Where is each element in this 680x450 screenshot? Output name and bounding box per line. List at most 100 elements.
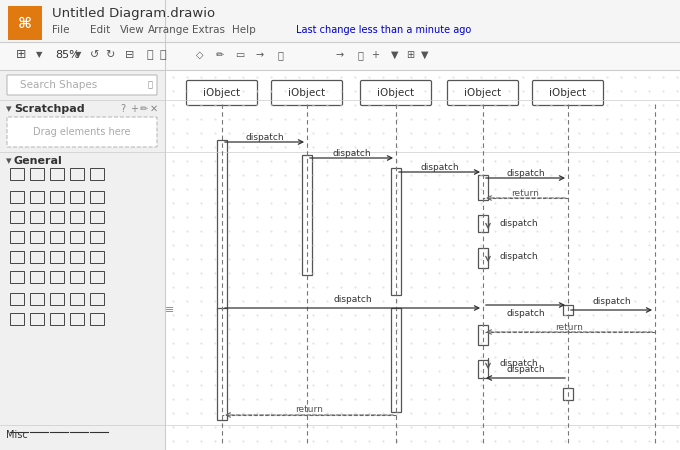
FancyBboxPatch shape xyxy=(7,75,157,95)
Bar xyxy=(50,313,64,325)
Bar xyxy=(10,251,24,263)
Text: dispatch: dispatch xyxy=(245,132,284,141)
Text: +: + xyxy=(130,104,138,114)
Bar xyxy=(10,271,24,283)
FancyArrowPatch shape xyxy=(486,218,490,228)
Text: ⤷: ⤷ xyxy=(357,50,363,60)
Bar xyxy=(30,191,44,203)
Text: ⊞: ⊞ xyxy=(406,50,414,60)
Text: ▼: ▼ xyxy=(36,50,42,59)
Bar xyxy=(10,168,24,180)
Bar xyxy=(217,140,227,310)
FancyBboxPatch shape xyxy=(532,81,604,105)
Bar xyxy=(90,251,104,263)
Bar xyxy=(0,70,165,450)
Bar xyxy=(166,70,680,450)
Text: Drag elements here: Drag elements here xyxy=(33,127,131,137)
Text: return: return xyxy=(295,405,323,414)
Text: Arrange: Arrange xyxy=(148,25,190,35)
Text: ▾: ▾ xyxy=(6,104,12,114)
Bar xyxy=(30,293,44,305)
Text: iObject: iObject xyxy=(464,88,502,98)
FancyBboxPatch shape xyxy=(7,117,157,147)
Bar xyxy=(478,215,488,232)
Bar xyxy=(90,211,104,223)
Text: ▼: ▼ xyxy=(75,50,82,59)
Bar xyxy=(70,231,84,243)
Text: →: → xyxy=(256,50,264,60)
Text: Scratchpad: Scratchpad xyxy=(14,104,84,114)
Text: dispatch: dispatch xyxy=(500,359,539,368)
Bar xyxy=(50,168,64,180)
Text: General: General xyxy=(14,156,63,166)
Text: ↻: ↻ xyxy=(105,50,115,60)
FancyBboxPatch shape xyxy=(447,81,518,105)
Bar xyxy=(302,155,312,275)
Text: ≡: ≡ xyxy=(165,305,175,315)
Bar xyxy=(50,211,64,223)
Bar xyxy=(50,293,64,305)
Bar xyxy=(10,231,24,243)
Text: ▭: ▭ xyxy=(235,50,245,60)
Bar xyxy=(10,293,24,305)
Text: ✏: ✏ xyxy=(140,104,148,114)
Text: Extras: Extras xyxy=(192,25,225,35)
FancyBboxPatch shape xyxy=(271,81,343,105)
Bar xyxy=(90,231,104,243)
Bar xyxy=(0,42,680,70)
Text: dispatch: dispatch xyxy=(333,148,371,157)
Bar xyxy=(391,308,401,412)
Text: ⧉: ⧉ xyxy=(160,50,167,60)
Bar xyxy=(30,313,44,325)
Text: ⊞: ⊞ xyxy=(16,49,27,62)
Text: ⤷: ⤷ xyxy=(277,50,283,60)
Text: dispatch: dispatch xyxy=(500,219,539,228)
Text: iObject: iObject xyxy=(203,88,241,98)
Text: ▾: ▾ xyxy=(6,156,12,166)
Text: ↺: ↺ xyxy=(90,50,100,60)
Bar xyxy=(478,175,488,200)
Text: ?: ? xyxy=(120,104,125,114)
Text: Untitled Diagram.drawio: Untitled Diagram.drawio xyxy=(52,8,215,21)
Bar xyxy=(478,248,488,268)
Text: ⌘: ⌘ xyxy=(18,15,32,31)
Bar xyxy=(90,271,104,283)
Bar xyxy=(30,231,44,243)
Text: return: return xyxy=(555,323,583,332)
Bar xyxy=(30,271,44,283)
Text: 🔍: 🔍 xyxy=(148,81,152,90)
Bar xyxy=(90,191,104,203)
Text: return: return xyxy=(511,189,539,198)
Bar xyxy=(563,305,573,315)
Bar xyxy=(70,168,84,180)
Bar xyxy=(90,293,104,305)
Text: Help: Help xyxy=(232,25,256,35)
Bar xyxy=(70,191,84,203)
Text: ⊟: ⊟ xyxy=(125,50,135,60)
Text: Misc: Misc xyxy=(6,430,28,440)
Text: +: + xyxy=(371,50,379,60)
Text: dispatch: dispatch xyxy=(506,310,545,319)
Text: dispatch: dispatch xyxy=(333,295,372,304)
Text: Last change less than a minute ago: Last change less than a minute ago xyxy=(296,25,471,35)
Text: View: View xyxy=(120,25,145,35)
Text: Search Shapes: Search Shapes xyxy=(20,80,97,90)
Bar xyxy=(217,308,227,420)
Text: iObject: iObject xyxy=(549,88,587,98)
Text: ▼: ▼ xyxy=(421,50,429,60)
Text: dispatch: dispatch xyxy=(506,168,545,177)
Text: dispatch: dispatch xyxy=(592,297,631,306)
Bar xyxy=(10,211,24,223)
Text: File: File xyxy=(52,25,69,35)
FancyBboxPatch shape xyxy=(8,6,42,40)
FancyBboxPatch shape xyxy=(186,81,258,105)
Bar xyxy=(478,325,488,345)
Text: Edit: Edit xyxy=(90,25,110,35)
Text: dispatch: dispatch xyxy=(506,365,545,374)
Text: ◇: ◇ xyxy=(197,50,204,60)
Bar xyxy=(90,313,104,325)
Bar xyxy=(478,360,488,378)
Bar xyxy=(70,211,84,223)
Bar xyxy=(50,191,64,203)
Text: ⧉: ⧉ xyxy=(147,50,153,60)
